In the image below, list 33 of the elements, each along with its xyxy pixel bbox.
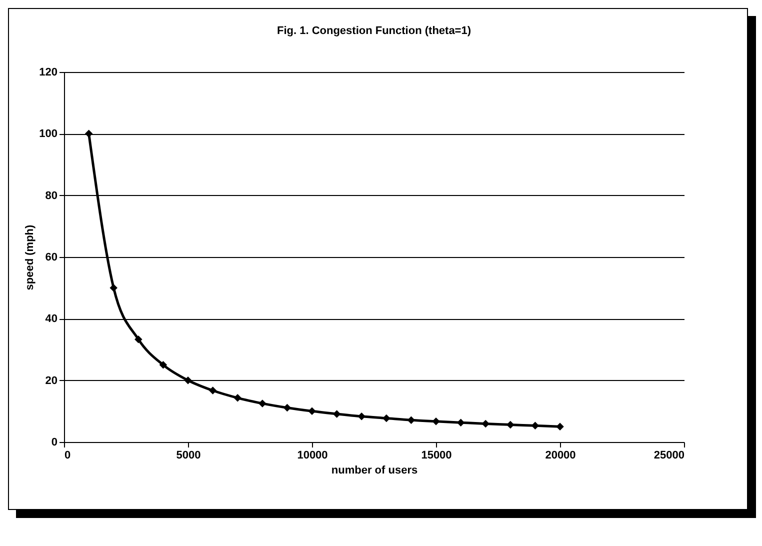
- point: [432, 417, 440, 426]
- x-tick-label: 0: [64, 450, 71, 462]
- y-tick-label: 120: [39, 66, 58, 78]
- x-tick-label: 20000: [545, 450, 576, 462]
- x-tick-label: 10000: [297, 450, 328, 462]
- x-tick-label: 25000: [654, 450, 684, 462]
- point: [482, 420, 490, 428]
- point: [184, 376, 192, 384]
- point: [308, 407, 316, 416]
- point: [283, 404, 292, 412]
- point: [358, 412, 366, 420]
- point: [84, 130, 93, 138]
- point: [134, 335, 142, 344]
- x-tick-label: 15000: [421, 450, 452, 462]
- point: [556, 422, 564, 430]
- point: [332, 410, 341, 418]
- y-tick-label: 100: [39, 128, 58, 140]
- chart-title: Fig. 1. Congestion Function (theta=1): [276, 25, 472, 37]
- y-axis-title: speed (mph): [24, 224, 36, 290]
- point: [382, 414, 390, 422]
- point: [506, 420, 514, 429]
- y-tick-label: 40: [45, 313, 58, 326]
- point: [234, 394, 242, 402]
- point: [258, 400, 266, 408]
- point: [159, 361, 168, 369]
- y-tick-label: 80: [45, 190, 58, 202]
- point: [208, 386, 217, 394]
- x-tick-label: 5000: [176, 450, 201, 462]
- y-tick-label: 20: [45, 374, 58, 387]
- y-tick-label: 0: [51, 436, 58, 448]
- point: [110, 284, 118, 292]
- y-tick-label: 60: [45, 252, 58, 264]
- x-axis-title: number of users: [331, 464, 418, 476]
